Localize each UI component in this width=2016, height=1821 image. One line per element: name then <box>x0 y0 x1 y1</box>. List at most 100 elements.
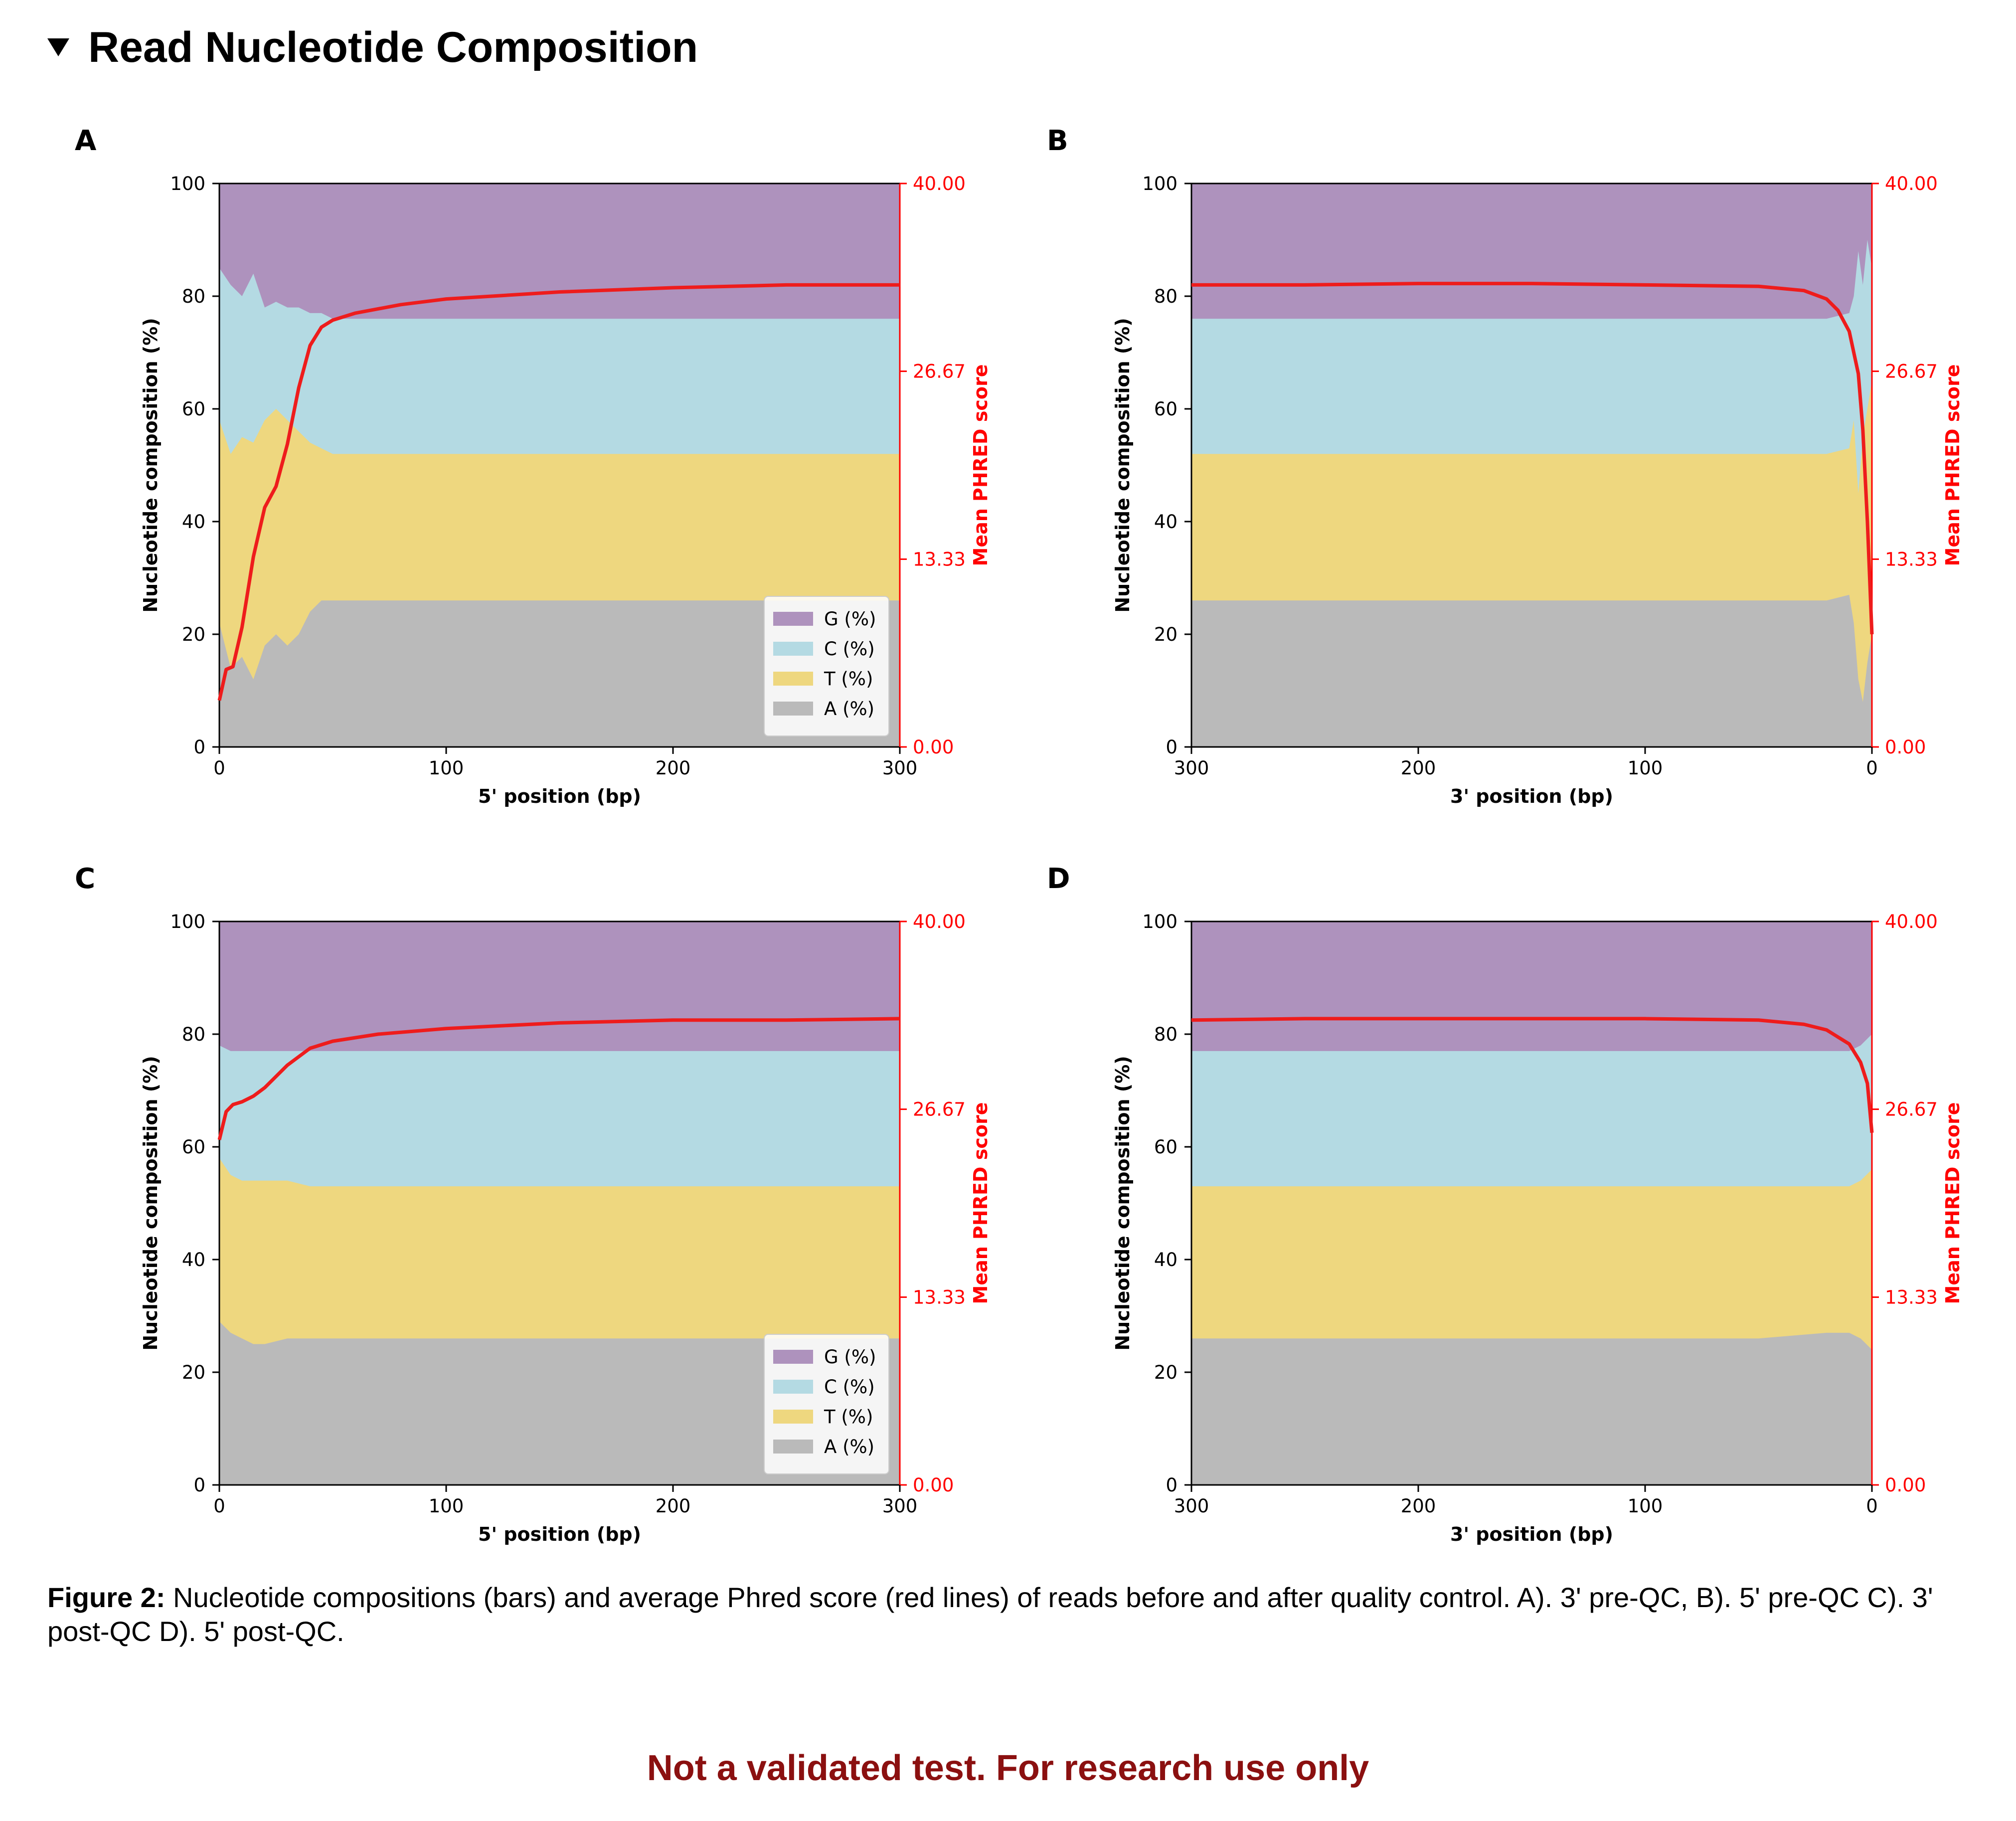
y2-tick-label: 0.00 <box>913 736 954 758</box>
y-tick-label: 60 <box>182 398 205 420</box>
y2-axis-label: Mean PHRED score <box>1942 1102 1964 1304</box>
research-use-notice: Not a validated test. For research use o… <box>647 1748 1369 1788</box>
panel-label: A <box>75 125 97 157</box>
section-title: Read Nucleotide Composition <box>88 23 698 71</box>
x-tick-label: 300 <box>1174 757 1209 779</box>
y-tick-label: 100 <box>170 173 205 194</box>
x-axis-label: 3' position (bp) <box>1450 1523 1613 1545</box>
x-tick-label: 100 <box>1628 1495 1663 1517</box>
panel-label: C <box>75 863 96 895</box>
chart-d: 0 20 40 60 80 100 0.00 13.33 26.67 40.00 300 200 100… <box>1112 911 1964 1545</box>
legend: G (%) C (%) T (%) A (%) <box>764 1334 889 1474</box>
legend-label: C (%) <box>824 1376 875 1398</box>
y-tick-label: 0 <box>193 736 205 758</box>
y2-tick-label: 40.00 <box>913 173 966 194</box>
y2-axis-label: Mean PHRED score <box>970 1102 992 1304</box>
area-A <box>1191 594 1872 747</box>
y2-tick-label: 0.00 <box>913 1474 954 1496</box>
y-tick-label: 20 <box>182 1362 205 1383</box>
y-tick-label: 20 <box>182 624 205 645</box>
panel-label: D <box>1047 863 1070 895</box>
legend-swatch <box>773 1440 813 1454</box>
legend-swatch <box>773 1410 813 1424</box>
y-axis-label: Nucleotide composition (%) <box>1112 318 1134 612</box>
legend-label: T (%) <box>824 1406 873 1428</box>
legend-swatch <box>773 1350 813 1364</box>
y2-tick-label: 13.33 <box>913 548 966 570</box>
x-tick-label: 0 <box>1866 757 1878 779</box>
y2-tick-label: 26.67 <box>913 361 966 382</box>
area-A <box>219 1321 900 1485</box>
y-tick-label: 100 <box>1142 911 1177 932</box>
panel-d: D 0 20 40 60 80 100 0.00 13.33 26.67 40.00 300 200 1… <box>972 848 1980 1586</box>
legend-swatch <box>773 612 813 626</box>
y-tick-label: 20 <box>1154 1362 1177 1383</box>
y-axis-label: Nucleotide composition (%) <box>140 1056 162 1350</box>
y-tick-label: 0 <box>1166 736 1177 758</box>
x-tick-label: 200 <box>656 757 691 779</box>
legend-label: A (%) <box>824 698 874 720</box>
y2-tick-label: 0.00 <box>1885 1474 1926 1496</box>
y2-tick-label: 26.67 <box>913 1099 966 1120</box>
phred-line <box>217 283 900 701</box>
y-tick-label: 60 <box>1154 398 1177 420</box>
x-tick-label: 200 <box>656 1495 691 1517</box>
area-A <box>219 600 900 747</box>
y-tick-label: 80 <box>182 286 205 307</box>
x-tick-label: 0 <box>213 1495 225 1517</box>
y-tick-label: 80 <box>182 1024 205 1045</box>
y2-axis-label: Mean PHRED score <box>1942 364 1964 566</box>
legend: G (%) C (%) T (%) A (%) <box>764 596 889 736</box>
y2-tick-label: 13.33 <box>1885 548 1938 570</box>
x-tick-label: 200 <box>1401 757 1436 779</box>
area-A <box>1191 1332 1872 1485</box>
legend-box <box>764 1334 889 1474</box>
chart-c: 0 20 40 60 80 100 0.00 13.33 26.67 40.00 0 100 200 30… <box>140 911 992 1545</box>
legend-swatch <box>773 672 813 686</box>
chart-a: 0 20 40 60 80 100 0.00 13.33 26.67 40.00 0 100 200 30… <box>140 173 992 807</box>
x-axis-label: 5' position (bp) <box>478 1523 641 1545</box>
x-axis-label: 3' position (bp) <box>1450 785 1613 807</box>
y2-tick-label: 26.67 <box>1885 361 1938 382</box>
y2-tick-label: 26.67 <box>1885 1099 1938 1120</box>
y-tick-label: 40 <box>1154 1249 1177 1271</box>
legend-label: G (%) <box>824 1346 876 1368</box>
y-tick-label: 80 <box>1154 1024 1177 1045</box>
panel-label: B <box>1047 125 1068 157</box>
y-tick-label: 0 <box>193 1474 205 1496</box>
legend-label: G (%) <box>824 608 876 630</box>
figure-caption: Figure 2: Nucleotide compositions (bars)… <box>47 1581 1972 1648</box>
collapse-triangle-icon[interactable] <box>47 38 69 56</box>
section-header[interactable]: Read Nucleotide Composition <box>47 20 698 75</box>
y2-tick-label: 40.00 <box>1885 911 1938 932</box>
panel-a: A 0 20 40 60 80 100 0.00 13.33 26.67 40.00 0 100 200… <box>0 110 1008 848</box>
y-tick-label: 100 <box>170 911 205 932</box>
caption-label: Figure 2: <box>47 1582 166 1613</box>
panel-c: C 0 20 40 60 80 100 0.00 13.33 26.67 40.00 0 100 200… <box>0 848 1008 1586</box>
legend-label: T (%) <box>824 668 873 690</box>
legend-swatch <box>773 702 813 716</box>
phred-line <box>1191 282 1874 635</box>
x-tick-label: 300 <box>1174 1495 1209 1517</box>
chart-b: 0 20 40 60 80 100 0.00 13.33 26.67 40.00 300 200 100… <box>1112 173 1964 807</box>
y-tick-label: 60 <box>1154 1136 1177 1158</box>
x-tick-label: 0 <box>213 757 225 779</box>
x-tick-label: 300 <box>882 1495 918 1517</box>
x-tick-label: 300 <box>882 757 918 779</box>
legend-label: C (%) <box>824 638 875 660</box>
x-tick-label: 100 <box>429 757 464 779</box>
y-tick-label: 100 <box>1142 173 1177 194</box>
y2-tick-label: 40.00 <box>1885 173 1938 194</box>
y-tick-label: 60 <box>182 1136 205 1158</box>
legend-label: A (%) <box>824 1436 874 1457</box>
legend-box <box>764 596 889 736</box>
y-tick-label: 80 <box>1154 286 1177 307</box>
phred-line <box>217 1017 900 1140</box>
x-tick-label: 100 <box>1628 757 1663 779</box>
y-axis-label: Nucleotide composition (%) <box>1112 1056 1134 1350</box>
y-tick-label: 40 <box>182 1249 205 1271</box>
x-tick-label: 0 <box>1866 1495 1878 1517</box>
caption-text: Nucleotide compositions (bars) and avera… <box>47 1582 1933 1647</box>
y2-tick-label: 13.33 <box>913 1286 966 1308</box>
phred-line <box>1191 1017 1874 1133</box>
